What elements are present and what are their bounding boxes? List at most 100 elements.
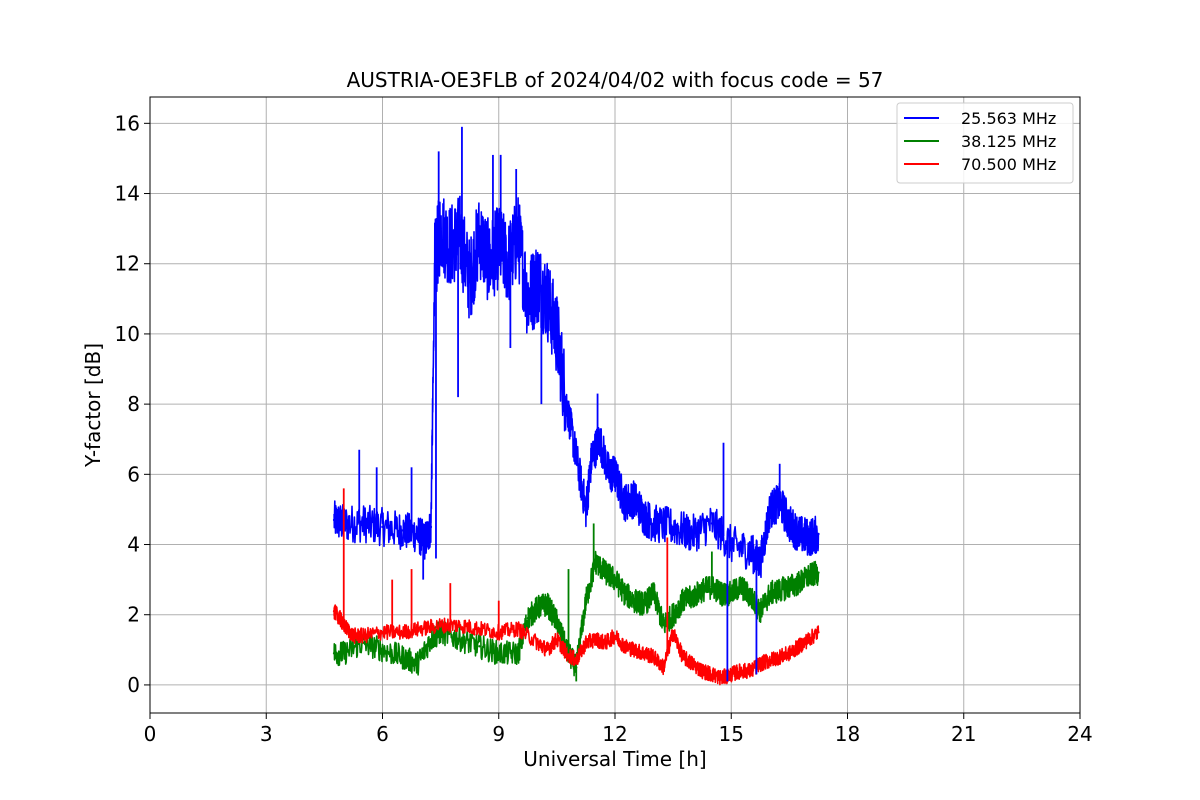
data-point: [332, 518, 336, 522]
data-point: [478, 645, 481, 648]
data-point: [720, 676, 723, 680]
data-point: [797, 581, 801, 585]
data-point: [817, 532, 820, 536]
data-point: [536, 641, 539, 645]
data-point: [642, 602, 646, 606]
data-point: [516, 234, 520, 237]
data-point: [604, 571, 607, 574]
series-line: [333, 550, 820, 677]
data-point: [439, 624, 442, 627]
data-point: [590, 455, 593, 458]
y-tick-label: 16: [115, 111, 140, 135]
data-point: [342, 652, 345, 655]
data-point: [662, 666, 665, 669]
data-point: [613, 473, 617, 476]
data-point: [788, 585, 791, 588]
data-point: [759, 560, 762, 564]
data-point: [420, 627, 423, 630]
data-point: [768, 592, 772, 595]
series-2: [332, 550, 820, 677]
data-point: [555, 332, 559, 336]
data-point: [623, 592, 626, 595]
data-point: [778, 588, 781, 592]
data-point: [788, 522, 791, 525]
data-point: [604, 641, 607, 645]
data-point: [381, 631, 384, 634]
data-point: [633, 648, 636, 652]
x-tick-label: 24: [1067, 722, 1092, 746]
y-tick-label: 14: [115, 182, 140, 206]
y-tick-label: 0: [127, 673, 140, 697]
data-point: [478, 234, 481, 237]
data-point: [439, 227, 442, 230]
data-point: [416, 662, 419, 666]
data-point: [807, 638, 810, 641]
data-point: [749, 669, 752, 673]
data-point: [797, 645, 801, 648]
data-point: [633, 599, 636, 602]
data-point: [468, 280, 471, 283]
y-tick-label: 6: [127, 462, 140, 486]
data-point: [478, 627, 481, 630]
legend-label: 70.500 MHz: [961, 155, 1056, 174]
x-axis: 0 3 6 9 12 15 18 21 24: [144, 713, 1093, 746]
data-point: [768, 659, 772, 662]
data-point: [633, 497, 636, 501]
legend-label: 25.563 MHz: [961, 109, 1056, 128]
data-point: [584, 508, 588, 511]
data-point: [652, 592, 655, 595]
data-point: [516, 627, 520, 630]
data-point: [700, 588, 704, 592]
data-point: [778, 655, 781, 659]
data-point: [497, 244, 500, 248]
legend-box: [896, 102, 1074, 184]
data-point: [507, 262, 510, 265]
data-point: [526, 297, 530, 301]
data-point: [807, 536, 810, 539]
series-line: [333, 195, 820, 579]
data-point: [759, 610, 762, 613]
x-tick-label: 15: [719, 722, 744, 746]
data-point: [817, 631, 820, 634]
data-point: [352, 634, 355, 637]
data-point: [759, 662, 762, 666]
data-point: [400, 655, 404, 659]
data-point: [681, 599, 685, 602]
data-point: [584, 599, 588, 602]
data-point: [458, 638, 462, 641]
data-point: [516, 652, 520, 655]
data-point: [730, 673, 733, 676]
data-point: [730, 543, 733, 546]
data-point: [458, 624, 462, 627]
y-tick-label: 2: [127, 603, 140, 627]
data-point: [429, 525, 433, 529]
data-point: [623, 645, 626, 648]
legend: 25.563 MHz 38.125 MHz 70.500 MHz: [896, 102, 1074, 184]
x-tick-label: 9: [492, 722, 505, 746]
data-point: [381, 525, 384, 529]
y-tick-label: 4: [127, 533, 140, 557]
data-point: [671, 631, 675, 634]
data-point: [691, 532, 694, 536]
data-point: [545, 297, 549, 301]
data-point: [449, 244, 452, 248]
data-point: [710, 522, 714, 525]
data-point: [613, 634, 617, 637]
data-point: [817, 571, 820, 574]
data-point: [545, 602, 549, 606]
x-tick-label: 0: [144, 722, 157, 746]
data-point: [671, 613, 675, 616]
data-point: [749, 595, 752, 599]
data-point: [497, 652, 500, 655]
data-point: [739, 585, 743, 588]
data-point: [642, 652, 646, 655]
x-tick-label: 21: [951, 722, 976, 746]
data-point: [332, 652, 336, 655]
series-3: [332, 604, 820, 686]
series-layer: [332, 126, 820, 686]
data-point: [487, 262, 491, 265]
data-point: [332, 610, 336, 613]
data-point: [361, 522, 365, 525]
data-point: [526, 617, 530, 620]
data-point: [439, 631, 442, 634]
